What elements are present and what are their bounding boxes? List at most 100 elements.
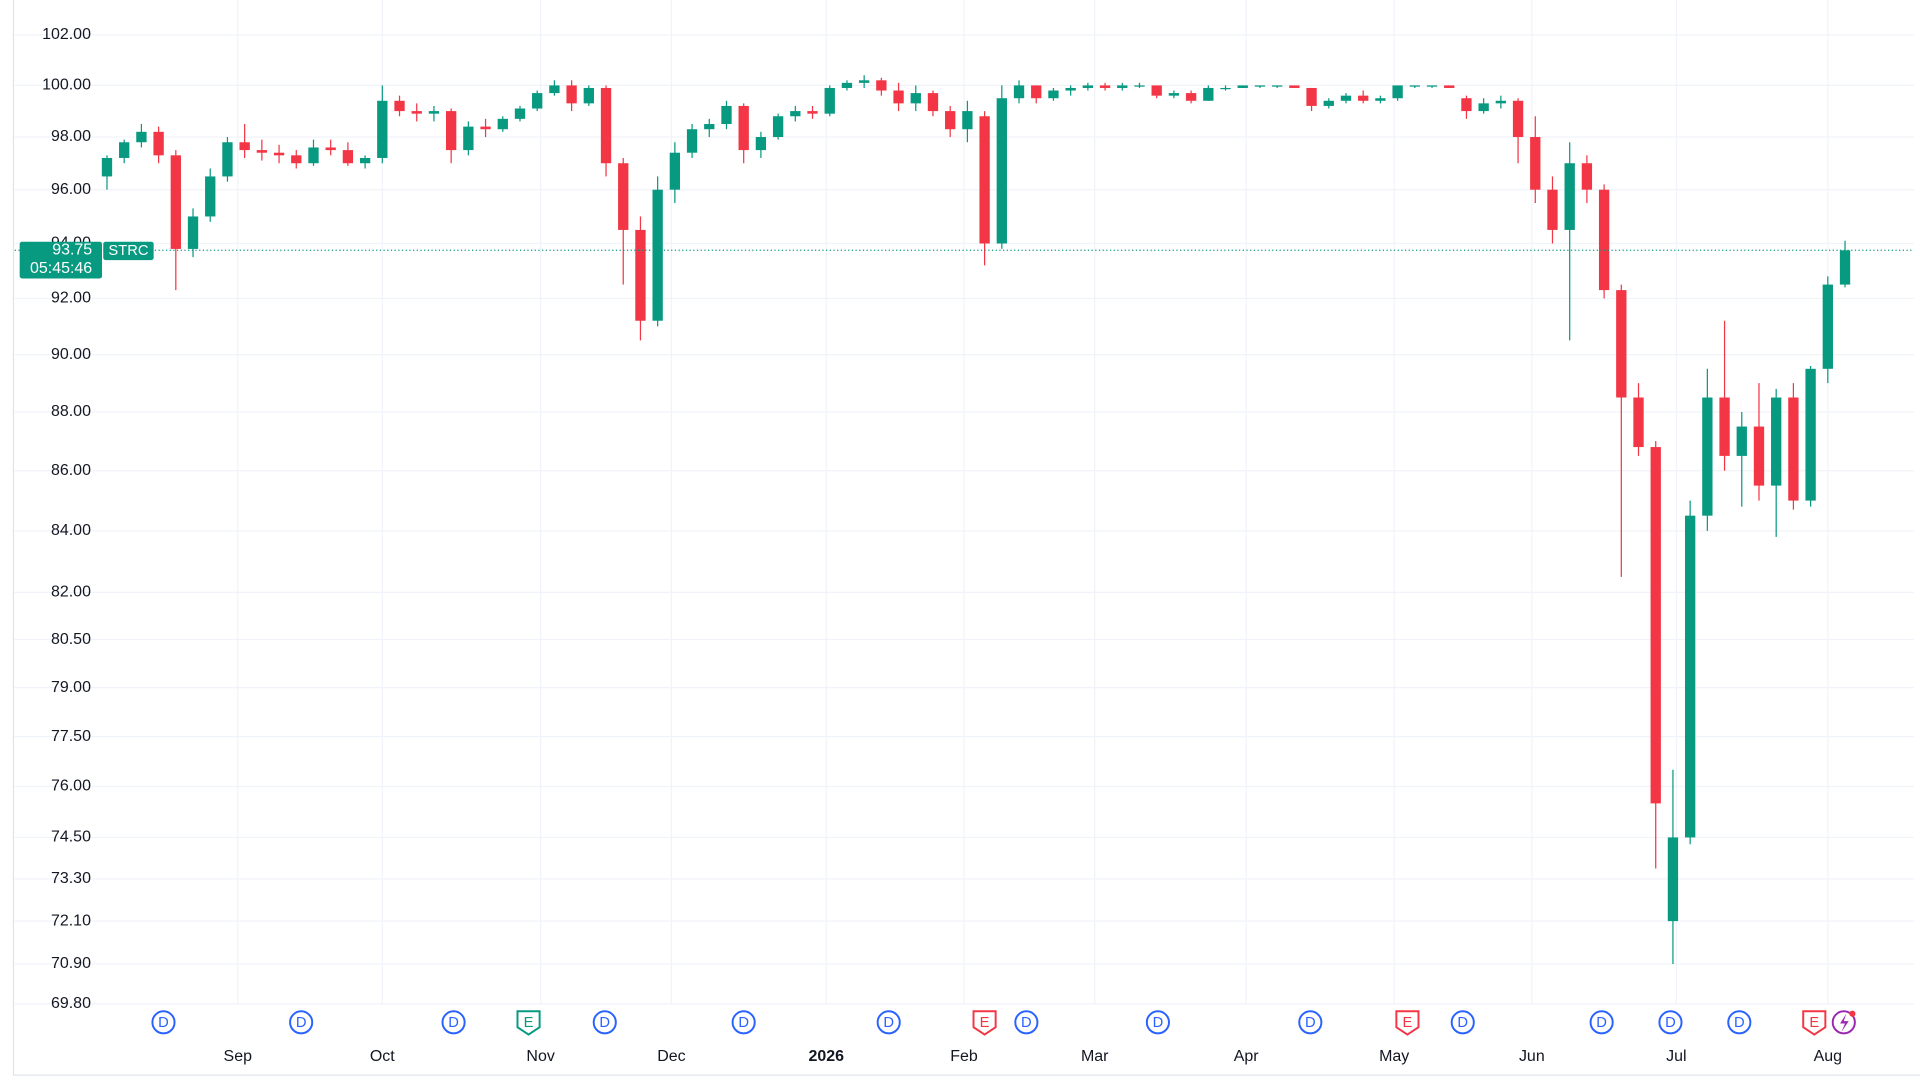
candle-body: [1134, 85, 1145, 87]
candle-body: [256, 150, 268, 153]
symbol-badge: [103, 241, 154, 261]
candle-body: [686, 129, 698, 153]
candle-body: [101, 157, 113, 177]
y-tick-label: 102.00: [42, 26, 91, 43]
y-tick-label: 72.10: [51, 912, 91, 929]
candle-body: [428, 111, 440, 114]
y-tick-label: 92.00: [51, 290, 91, 307]
y-tick-label: 88.00: [51, 403, 91, 420]
candle-body: [1254, 85, 1266, 87]
y-tick-label: 77.50: [51, 728, 91, 745]
candle-body: [153, 131, 164, 156]
candle-body: [1478, 103, 1489, 112]
candle-body: [772, 116, 784, 138]
news-bolt: [1840, 1013, 1849, 1033]
y-tick-label: 82.00: [51, 584, 91, 601]
candle-body: [927, 93, 939, 112]
candle-body: [445, 111, 457, 151]
candle-body: [704, 124, 715, 130]
dividend-marker: [1589, 1010, 1614, 1035]
candle-body: [1065, 87, 1076, 91]
x-tick-label: May: [1379, 1048, 1409, 1065]
candle-body: [359, 157, 371, 164]
earnings-marker: [1395, 1010, 1420, 1036]
candle-body: [1151, 85, 1162, 96]
candle-body: [1048, 90, 1059, 99]
news-dot: [1849, 1010, 1856, 1017]
event-label: D: [883, 1015, 894, 1031]
candle-body: [1289, 85, 1300, 88]
candle-body: [1650, 447, 1661, 804]
candle-body: [1082, 85, 1094, 88]
candle-body: [893, 90, 904, 104]
x-tick-label: Mar: [1081, 1048, 1109, 1065]
candle-body: [1392, 85, 1403, 99]
candle-body: [394, 100, 405, 112]
candle-body: [532, 93, 543, 109]
countdown-label: 05:45:46: [30, 260, 92, 277]
y-tick-label: 73.30: [51, 870, 91, 887]
earnings-marker: [1802, 1010, 1827, 1036]
candle-body: [755, 137, 767, 151]
candle-body: [721, 105, 732, 125]
x-tick-label: Nov: [526, 1048, 554, 1065]
candle-body: [1426, 85, 1438, 87]
dividend-marker: [592, 1010, 617, 1035]
y-tick-label: 96.00: [51, 181, 91, 198]
candle-body: [1788, 397, 1799, 501]
candle-body: [1753, 426, 1765, 486]
candle-body: [1031, 85, 1042, 99]
x-tick-label: Jul: [1666, 1048, 1686, 1065]
candle-body: [1667, 837, 1679, 922]
event-label: D: [296, 1015, 307, 1031]
candle-body: [652, 189, 663, 321]
candle-body: [1771, 397, 1782, 486]
candle-body: [996, 98, 1007, 244]
y-tick-label: 90.00: [51, 346, 91, 363]
x-tick-label: Jun: [1519, 1048, 1545, 1065]
dividend-marker: [441, 1010, 466, 1035]
candle-body: [1340, 95, 1352, 101]
chart-frame: [12, 0, 1920, 1076]
candle-body: [136, 131, 147, 143]
candle-body: [669, 152, 681, 190]
candle-body: [1099, 85, 1111, 88]
y-tick-label: 74.50: [51, 829, 91, 846]
candle-body: [325, 147, 336, 151]
y-tick-label: 69.80: [51, 995, 91, 1012]
candle-body: [119, 142, 130, 158]
candle-body: [222, 142, 233, 177]
candle-body: [1323, 100, 1334, 106]
dividend-marker: [876, 1010, 901, 1035]
event-label: D: [1596, 1015, 1607, 1031]
candle-body: [308, 147, 319, 164]
event-label: D: [1734, 1015, 1745, 1031]
event-label: D: [1457, 1015, 1468, 1031]
dividend-marker: [1727, 1010, 1752, 1035]
candle-body: [1203, 87, 1214, 101]
candle-body: [841, 82, 853, 88]
candle-body: [1616, 290, 1627, 398]
y-tick-label: 98.00: [51, 128, 91, 145]
candle-body: [1117, 85, 1128, 88]
candle-body: [635, 229, 646, 321]
dividend-marker: [1298, 1010, 1323, 1035]
candle-body: [170, 155, 181, 249]
y-tick-label: 100.00: [42, 77, 91, 94]
candle-body: [600, 87, 612, 164]
x-tick-label: Oct: [370, 1048, 395, 1065]
candle-body: [962, 111, 973, 130]
candle-body: [1736, 426, 1747, 456]
candle-body: [1461, 98, 1472, 112]
x-tick-label: Apr: [1234, 1048, 1260, 1065]
candle-body: [480, 126, 491, 130]
candle-body: [1306, 87, 1317, 106]
event-label: E: [524, 1015, 534, 1031]
candle-body: [738, 105, 749, 151]
candle-body: [273, 152, 285, 156]
candle-body: [187, 216, 199, 249]
event-label: D: [158, 1015, 169, 1031]
candle-body: [1805, 368, 1816, 501]
x-tick-label: 2026: [809, 1048, 845, 1065]
